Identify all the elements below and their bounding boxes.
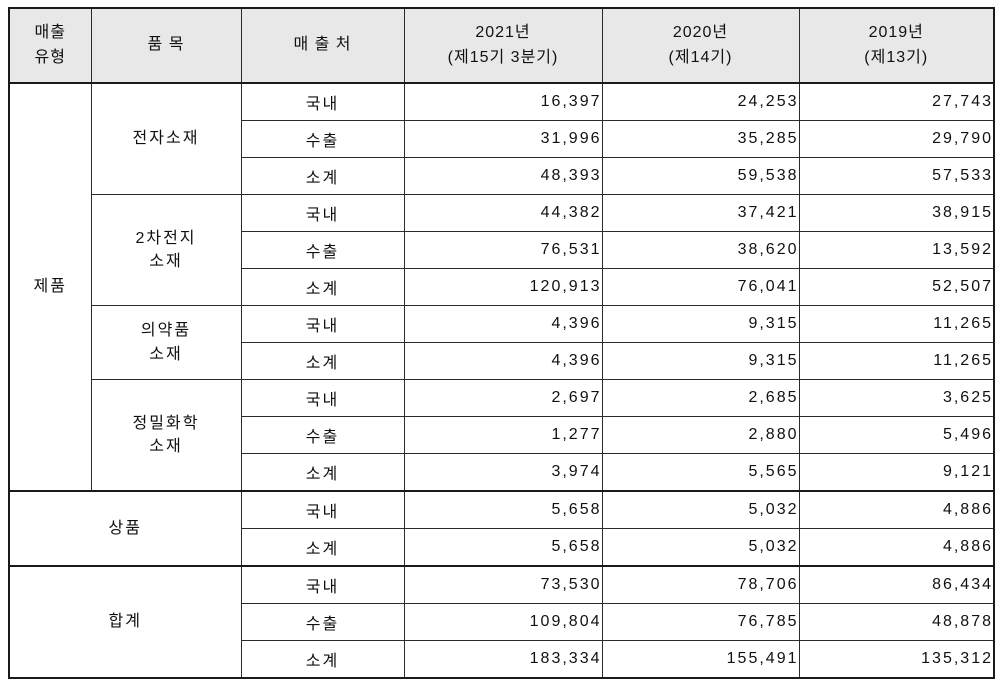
value-2020: 2,685 <box>601 379 800 417</box>
value-2019: 52,507 <box>798 268 995 306</box>
channel-cell: 소계 <box>240 640 405 679</box>
value-2020: 76,785 <box>601 603 800 641</box>
channel-cell: 수출 <box>240 231 405 269</box>
table-row: 수출 76,531 38,620 13,592 <box>9 231 995 269</box>
value-2020: 76,041 <box>601 268 800 306</box>
header-year-2019: 2019년 (제13기) <box>798 7 995 84</box>
channel-cell: 국내 <box>240 379 405 417</box>
value-2021: 44,382 <box>403 194 603 232</box>
value-2020: 24,253 <box>601 82 800 121</box>
item-label-battery: 2차전지 소재 <box>90 194 242 306</box>
value-2021: 120,913 <box>403 268 603 306</box>
table-row: 수출 31,996 35,285 29,790 <box>9 120 995 158</box>
table-row: 수출 109,804 76,785 48,878 <box>9 603 995 641</box>
value-2021: 183,334 <box>403 640 603 679</box>
channel-cell: 소계 <box>240 157 405 195</box>
value-2021: 4,396 <box>403 305 603 343</box>
channel-cell: 소계 <box>240 342 405 380</box>
value-2021: 16,397 <box>403 82 603 121</box>
table-row: 상품 국내 5,658 5,032 4,886 <box>8 490 995 567</box>
item-label-pharma: 의약품 소재 <box>90 305 242 380</box>
group-label-total: 합계 <box>8 565 242 679</box>
value-2021: 73,530 <box>403 565 603 604</box>
channel-cell: 수출 <box>240 416 405 454</box>
table-row: 2차전지 소재 국내 44,382 37,421 38,915 <box>9 194 995 306</box>
value-2020: 37,421 <box>601 194 800 232</box>
item-label-electronic: 전자소재 <box>90 82 242 195</box>
table-row: 수출 1,277 2,880 5,496 <box>9 416 995 454</box>
table-row: 의약품 소재 국내 4,396 9,315 11,265 <box>9 305 995 380</box>
value-2020: 9,315 <box>601 342 800 380</box>
channel-cell: 소계 <box>240 268 405 306</box>
header-year-2020: 2020년 (제14기) <box>601 7 800 84</box>
table-row: 소계 4,396 9,315 11,265 <box>9 342 995 380</box>
value-2020: 38,620 <box>601 231 800 269</box>
sales-breakdown-table: 매출 유형 품 목 매 출 처 2021년 (제15기 3분기) 2020년 (… <box>8 7 995 679</box>
value-2020: 35,285 <box>601 120 800 158</box>
table-row: 소계 3,974 5,565 9,121 <box>9 453 995 492</box>
value-2019: 3,625 <box>798 379 995 417</box>
table-row: 소계 48,393 59,538 57,533 <box>9 157 995 195</box>
channel-cell: 소계 <box>240 453 405 492</box>
value-2020: 59,538 <box>601 157 800 195</box>
channel-cell: 국내 <box>240 305 405 343</box>
channel-cell: 수출 <box>240 120 405 158</box>
value-2020: 155,491 <box>601 640 800 679</box>
channel-cell: 국내 <box>240 490 405 529</box>
value-2019: 38,915 <box>798 194 995 232</box>
value-2019: 57,533 <box>798 157 995 195</box>
header-item: 품 목 <box>90 7 242 84</box>
value-2021: 76,531 <box>403 231 603 269</box>
value-2019: 86,434 <box>798 565 995 604</box>
value-2020: 9,315 <box>601 305 800 343</box>
value-2019: 48,878 <box>798 603 995 641</box>
channel-cell: 소계 <box>240 528 405 567</box>
value-2020: 5,032 <box>601 528 800 567</box>
value-2019: 13,592 <box>798 231 995 269</box>
item-label-chemical: 정밀화학 소재 <box>90 379 242 492</box>
value-2021: 1,277 <box>403 416 603 454</box>
table-row: 정밀화학 소재 국내 2,697 2,685 3,625 <box>9 379 995 492</box>
header-channel: 매 출 처 <box>240 7 405 84</box>
value-2021: 3,974 <box>403 453 603 492</box>
group-label-product: 제품 <box>8 82 92 492</box>
header-year-2021: 2021년 (제15기 3분기) <box>403 7 603 84</box>
channel-cell: 국내 <box>240 82 405 121</box>
channel-cell: 수출 <box>240 603 405 641</box>
value-2020: 2,880 <box>601 416 800 454</box>
value-2021: 109,804 <box>403 603 603 641</box>
group-label-goods: 상품 <box>8 490 242 567</box>
table-row: 합계 국내 73,530 78,706 86,434 <box>8 565 995 679</box>
table-row: 소계 5,658 5,032 4,886 <box>9 528 995 567</box>
value-2021: 2,697 <box>403 379 603 417</box>
value-2019: 135,312 <box>798 640 995 679</box>
value-2019: 11,265 <box>798 305 995 343</box>
value-2019: 29,790 <box>798 120 995 158</box>
value-2020: 5,565 <box>601 453 800 492</box>
value-2019: 27,743 <box>798 82 995 121</box>
value-2019: 9,121 <box>798 453 995 492</box>
value-2021: 4,396 <box>403 342 603 380</box>
table-row: 소계 120,913 76,041 52,507 <box>9 268 995 306</box>
value-2021: 5,658 <box>403 490 603 529</box>
value-2021: 48,393 <box>403 157 603 195</box>
value-2019: 5,496 <box>798 416 995 454</box>
value-2021: 31,996 <box>403 120 603 158</box>
value-2019: 4,886 <box>798 528 995 567</box>
value-2019: 11,265 <box>798 342 995 380</box>
value-2020: 5,032 <box>601 490 800 529</box>
table-row: 소계 183,334 155,491 135,312 <box>9 640 995 679</box>
value-2021: 5,658 <box>403 528 603 567</box>
table-row: 제품 전자소재 국내 16,397 24,253 27,743 <box>8 82 995 492</box>
channel-cell: 국내 <box>240 565 405 604</box>
header-sales-type: 매출 유형 <box>8 7 92 84</box>
value-2019: 4,886 <box>798 490 995 529</box>
channel-cell: 국내 <box>240 194 405 232</box>
value-2020: 78,706 <box>601 565 800 604</box>
table-header-row: 매출 유형 품 목 매 출 처 2021년 (제15기 3분기) 2020년 (… <box>8 7 995 84</box>
